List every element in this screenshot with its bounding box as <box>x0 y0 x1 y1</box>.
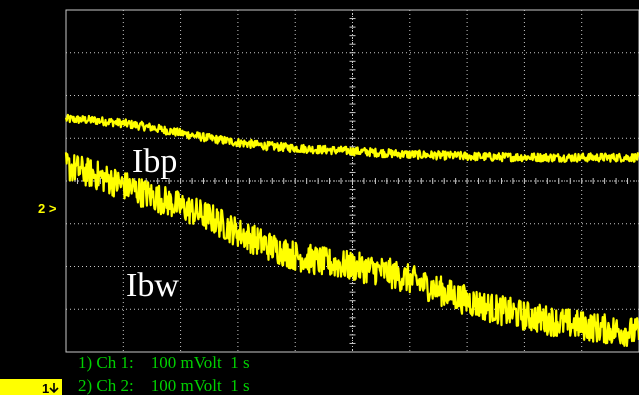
trace-ibp <box>64 113 639 163</box>
arrow-down-icon <box>49 383 59 394</box>
ch1-marker-box <box>0 379 62 395</box>
ch1-reference-marker: 1 <box>42 381 49 395</box>
trace-group <box>64 113 639 347</box>
ibw-label: Ibw <box>126 267 179 304</box>
ch2-readout: 2) Ch 2: 100 mVolt 1 s <box>78 376 250 395</box>
ch2-reference-marker: 2 > <box>38 201 57 216</box>
trace-ibw <box>64 152 639 347</box>
ch1-readout: 1) Ch 1: 100 mVolt 1 s <box>78 353 250 372</box>
ibp-label: Ibp <box>132 143 177 180</box>
